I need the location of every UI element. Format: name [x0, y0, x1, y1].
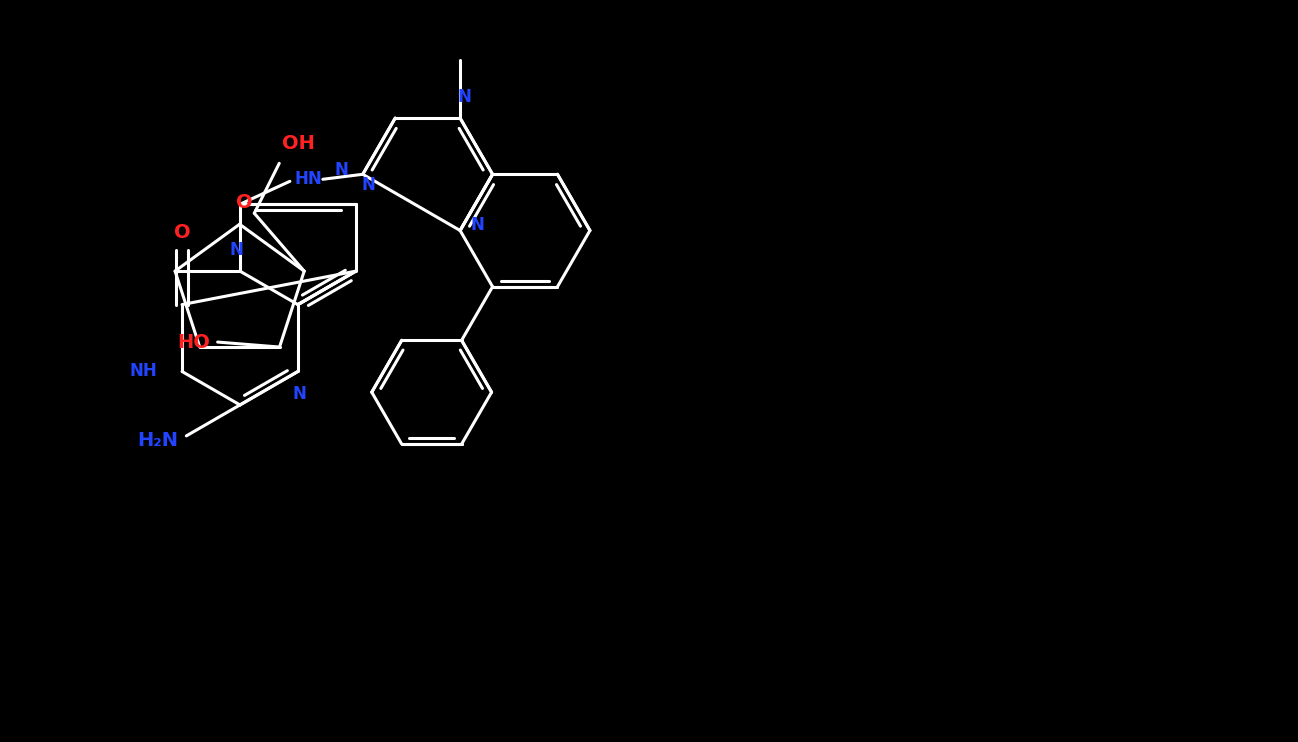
Text: N: N	[228, 241, 243, 259]
Text: O: O	[236, 193, 253, 212]
Text: HN: HN	[295, 170, 323, 188]
Text: N: N	[293, 385, 306, 404]
Text: N: N	[362, 177, 375, 194]
Text: N: N	[470, 215, 484, 234]
Text: O: O	[174, 223, 191, 242]
Text: OH: OH	[282, 134, 315, 154]
Text: HO: HO	[177, 332, 210, 352]
Text: H₂N: H₂N	[138, 431, 178, 450]
Text: NH: NH	[130, 363, 157, 381]
Text: N: N	[457, 88, 471, 106]
Text: N: N	[335, 161, 349, 180]
